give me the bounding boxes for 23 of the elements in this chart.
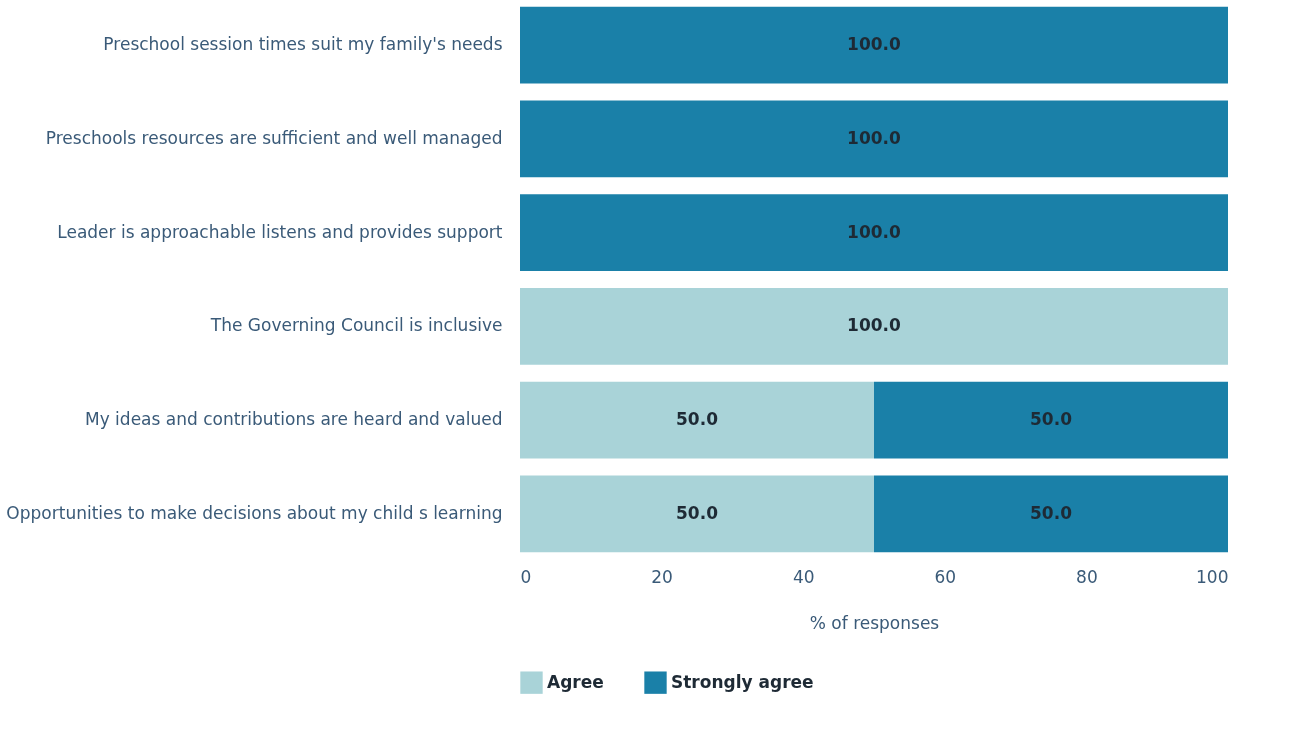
x-axis-title: % of responses bbox=[809, 612, 940, 633]
x-tick-label: 100 bbox=[1196, 566, 1229, 587]
data-label: 100.0 bbox=[847, 315, 902, 336]
x-tick-label: 40 bbox=[792, 566, 815, 587]
y-tick-label: The Governing Council is inclusive bbox=[209, 315, 503, 336]
y-tick-label: My ideas and contributions are heard and valued bbox=[84, 409, 503, 430]
data-label: 100.0 bbox=[847, 221, 902, 242]
y-tick-label: Leader is approachable listens and provides support bbox=[57, 221, 503, 242]
x-tick-label: 80 bbox=[1076, 566, 1098, 587]
data-label: 100.0 bbox=[847, 34, 902, 55]
y-tick-label: Preschools resources are sufficient and well managed bbox=[45, 127, 503, 148]
data-label: 50.0 bbox=[1030, 409, 1073, 430]
y-tick-label: Preschool session times suit my family's needs bbox=[103, 34, 503, 55]
data-label: 50.0 bbox=[1030, 502, 1073, 523]
data-label: 100.0 bbox=[847, 127, 902, 148]
legend-label: Agree bbox=[547, 671, 604, 692]
x-tick-label: 0 bbox=[520, 566, 532, 587]
y-tick-label: Opportunities to make decisions about my child s learning bbox=[6, 502, 503, 523]
x-tick-label: 60 bbox=[934, 566, 957, 587]
data-label: 50.0 bbox=[676, 409, 719, 430]
legend-label: Strongly agree bbox=[671, 671, 814, 692]
data-label: 50.0 bbox=[676, 502, 719, 523]
x-tick-label: 20 bbox=[651, 566, 673, 587]
